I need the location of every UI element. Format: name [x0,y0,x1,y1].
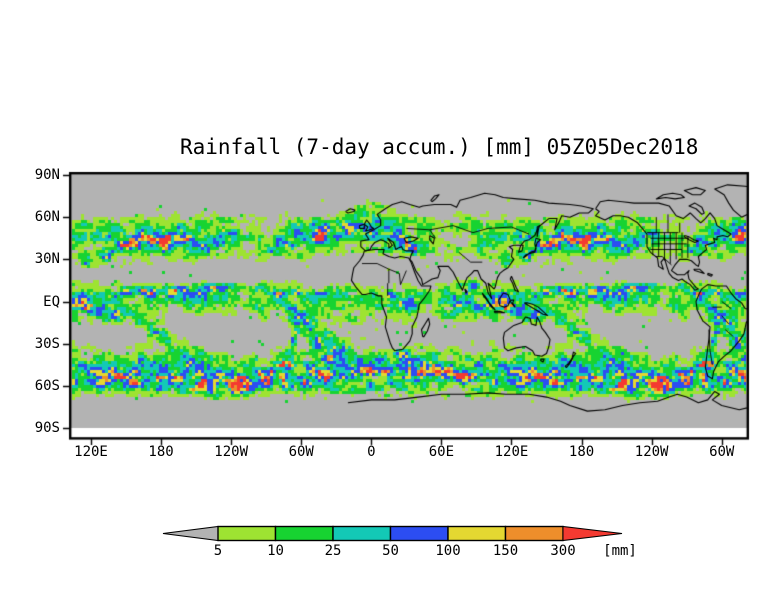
x-axis-tick-label: 120W [634,444,669,460]
x-axis-tick-label: 60W [709,444,735,460]
y-axis-tick-label: 60N [34,209,60,226]
colorbar-level-label: 50 [382,543,399,559]
x-axis-tick-label: 180 [568,444,595,460]
y-axis-tick-label: EQ [43,293,60,310]
colorbar-level-label: 100 [435,543,461,559]
y-axis-tick-label: 90S [34,420,60,436]
x-axis-tick-label: 120E [494,444,529,460]
colorbar-level-label: 10 [267,543,284,559]
colorbar-level-label: 5 [213,543,223,559]
colorbar-segment [217,525,277,542]
colorbar-segment [332,525,392,542]
x-axis-tick-label: 60E [428,444,455,460]
colorbar-low-arrow [162,525,219,542]
y-axis-tick-label: 90N [34,167,60,183]
y-axis-tick-label: 60S [34,377,60,394]
colorbar-segment [504,525,564,542]
x-axis-tick-label: 120W [214,444,249,460]
y-axis-tick-label: 30S [34,335,60,352]
colorbar-level-label: 300 [550,543,576,559]
y-axis-tick-label: 30N [34,251,60,268]
colorbar-segment [389,525,449,542]
x-axis-tick-label: 0 [367,444,376,460]
x-axis-tick-label: 120E [74,444,108,460]
colorbar-unit-label: [mm] [603,543,637,559]
colorbar-level-label: 25 [324,543,342,559]
colorbar-high-arrow [562,525,623,542]
colorbar-segment [447,525,507,542]
x-axis-tick-label: 60W [288,444,314,460]
colorbar-level-label: 150 [492,543,519,559]
x-axis-tick-label: 180 [148,444,174,460]
colorbar-segment [274,525,334,542]
